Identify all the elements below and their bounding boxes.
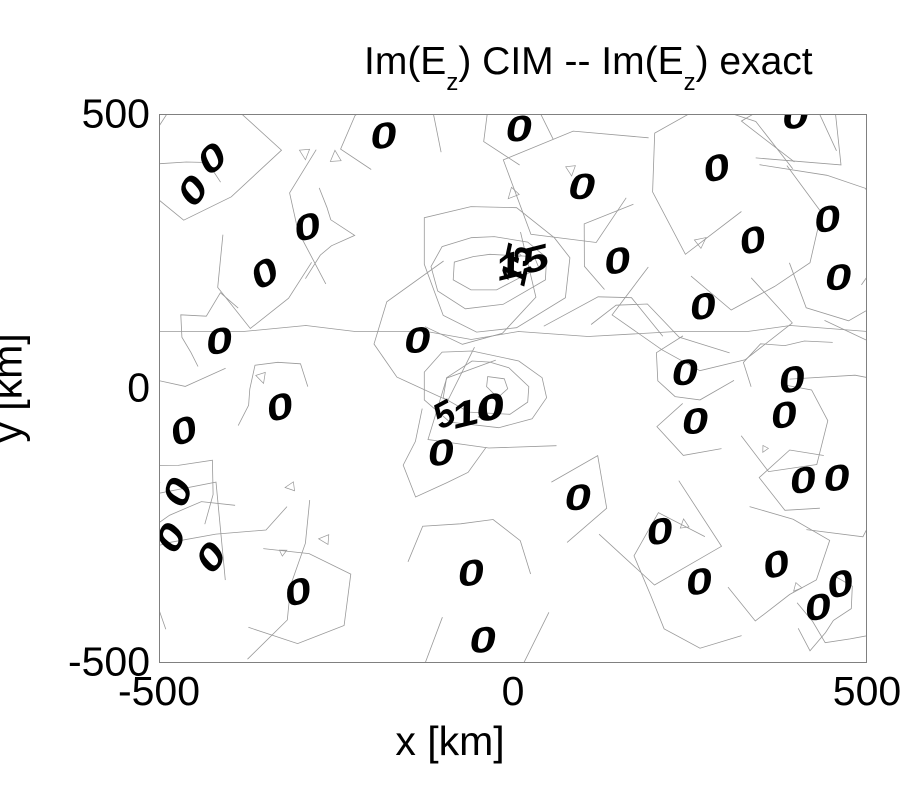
svg-text:0: 0 (467, 619, 498, 662)
svg-text:0: 0 (202, 319, 236, 364)
svg-text:0: 0 (823, 256, 854, 299)
svg-text:0: 0 (402, 319, 433, 362)
svg-text:0: 0 (503, 115, 534, 151)
svg-text:0: 0 (367, 115, 400, 158)
svg-text:0: 0 (643, 510, 677, 555)
svg-text:0: 0 (698, 145, 735, 191)
svg-text:0: 0 (680, 400, 711, 443)
svg-text:0: 0 (189, 135, 236, 183)
svg-text:0: 0 (474, 387, 505, 430)
svg-text:0: 0 (164, 408, 203, 455)
svg-text:0: 0 (562, 477, 593, 520)
svg-text:0: 0 (187, 535, 236, 581)
svg-text:0: 0 (780, 115, 811, 138)
svg-text:0: 0 (289, 204, 326, 250)
svg-text:0: 0 (686, 285, 720, 330)
svg-text:0: 0 (682, 560, 716, 605)
svg-text:0: 0 (261, 385, 298, 431)
svg-text:0: 0 (734, 218, 771, 264)
svg-text:0: 0 (455, 552, 488, 596)
svg-text:0: 0 (243, 250, 287, 299)
svg-text:0: 0 (758, 542, 795, 588)
svg-text:0: 0 (279, 569, 316, 615)
svg-text:0: 0 (600, 239, 634, 284)
svg-text:0: 0 (568, 167, 595, 207)
svg-text:0: 0 (810, 197, 844, 242)
svg-text:0: 0 (669, 352, 700, 395)
svg-text:0: 0 (820, 456, 853, 500)
svg-text:0: 0 (425, 431, 458, 475)
svg-text:0: 0 (160, 473, 202, 512)
